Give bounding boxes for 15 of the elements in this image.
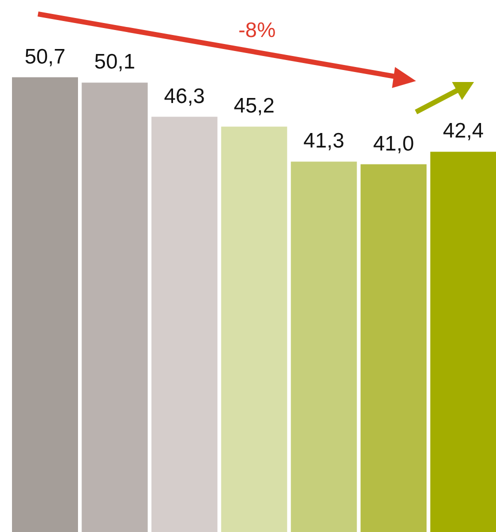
data-label: 42,4 [442,120,484,143]
bar [151,116,218,532]
data-label: 45,2 [234,94,275,118]
data-label: 46,3 [164,84,205,108]
bar [360,164,427,532]
bar [290,162,357,532]
data-label: 50,1 [94,50,136,74]
data-label: 41,3 [303,130,344,153]
data-label: 41,0 [373,132,414,156]
bar [82,82,148,532]
bar [221,126,288,532]
text: -8% [238,19,276,42]
bar [430,152,496,532]
bar [12,77,78,532]
data-label: 50,7 [24,45,66,68]
